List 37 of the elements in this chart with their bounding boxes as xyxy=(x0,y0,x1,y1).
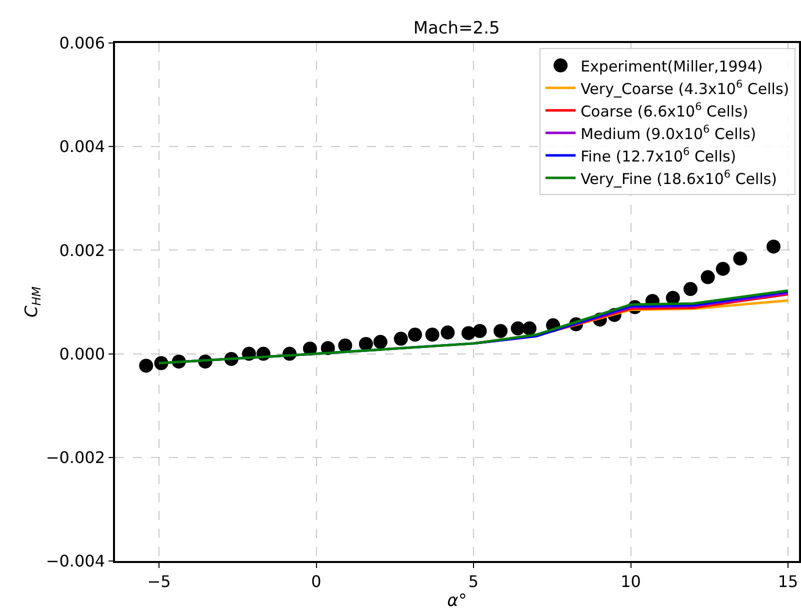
x-tick-label: 10 xyxy=(620,572,641,591)
point xyxy=(338,338,352,353)
x-tick-label: 0 xyxy=(311,572,322,591)
point xyxy=(510,321,525,336)
legend-label: Coarse (6.6x10$^{6}$ Cells) xyxy=(580,100,748,120)
x-axis-title: α° xyxy=(447,590,467,611)
y-tick-label: 0.002 xyxy=(59,240,106,260)
y-tick-label: 0.004 xyxy=(59,137,106,156)
legend-label: Medium (9.0x10$^{6}$ Cells) xyxy=(580,123,756,143)
point xyxy=(522,321,536,336)
legend-label: Fine (12.7x10$^{6}$ Cells) xyxy=(580,146,736,166)
point xyxy=(358,336,373,351)
point xyxy=(394,332,408,346)
x-tick-label: 15 xyxy=(778,572,798,591)
point xyxy=(461,326,476,340)
point xyxy=(408,328,422,342)
chart-title: Mach=2.5 xyxy=(413,18,500,38)
point xyxy=(766,240,781,254)
point xyxy=(373,334,388,349)
point xyxy=(716,262,730,276)
point xyxy=(139,358,154,373)
legend-label: Experiment(Miller,1994) xyxy=(580,57,763,76)
legend-label: Very_Coarse (4.3x10$^{6}$ Cells) xyxy=(580,78,790,98)
x-tick-label: 5 xyxy=(468,572,479,591)
point xyxy=(425,328,440,342)
point xyxy=(494,324,508,338)
point xyxy=(733,251,748,266)
point xyxy=(440,326,455,340)
point xyxy=(700,270,715,284)
y-tick-label: −0.002 xyxy=(46,448,106,467)
point xyxy=(472,324,487,338)
x-tick-label: −5 xyxy=(147,572,171,591)
y-tick-label: −0.004 xyxy=(46,552,106,571)
point xyxy=(684,282,698,296)
y-tick-label: 0.006 xyxy=(59,34,106,53)
legend-label: Very_Fine (18.6x10$^{6}$ Cells) xyxy=(580,168,778,188)
y-tick-label: 0.000 xyxy=(59,344,106,364)
